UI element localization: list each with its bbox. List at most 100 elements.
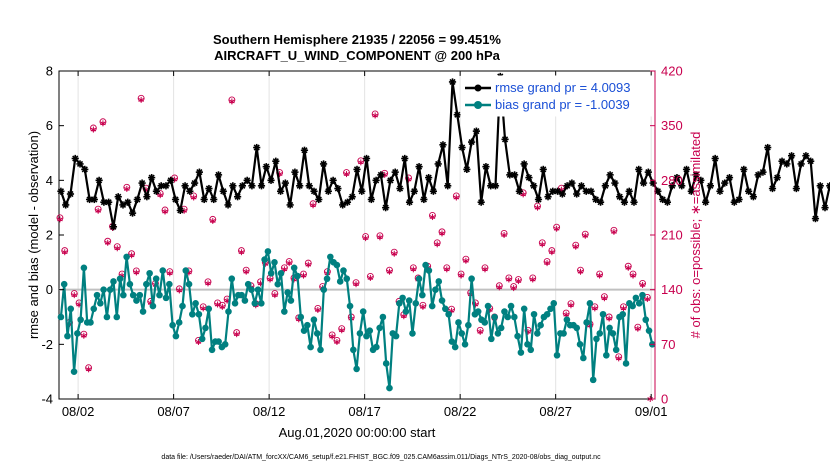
bias-point (599, 310, 607, 318)
rmse-point (401, 154, 409, 163)
bias-point (146, 269, 153, 277)
rmse-point (568, 179, 576, 187)
rmse-point (730, 198, 738, 206)
rmse-point (353, 165, 361, 173)
x-tick-label: 08/02 (62, 404, 95, 419)
bias-point (632, 294, 640, 302)
y-axis-left-label: rmse and bias (model - observation) (26, 131, 41, 339)
rmse-point (162, 182, 170, 190)
rmse-point (329, 176, 337, 184)
obs-assimilated-marker (80, 332, 87, 339)
obs-assimilated-marker (305, 261, 312, 268)
bias-point (336, 278, 344, 285)
rmse-point (128, 209, 137, 217)
rmse-point (81, 165, 89, 173)
rmse-point (663, 198, 672, 206)
rmse-point (367, 195, 375, 204)
obs-assimilated-marker (434, 241, 441, 248)
bias-point (484, 302, 492, 310)
bias-point (583, 319, 590, 326)
bias-point (313, 330, 321, 337)
obs-assimilated-marker (601, 295, 608, 302)
rmse-point (525, 174, 533, 182)
obs-assimilated-marker (310, 202, 316, 209)
bias-point (622, 360, 630, 367)
rmse-point (678, 182, 686, 190)
rmse-point (386, 176, 395, 184)
bias-point (494, 330, 502, 337)
rmse-point (783, 160, 791, 168)
bias-point (162, 294, 170, 302)
bias-point (77, 316, 84, 324)
bias-point (448, 338, 456, 345)
obs-assimilated-marker (300, 272, 307, 279)
obs-assimilated-marker (343, 171, 350, 178)
obs-assimilated-marker (463, 257, 469, 264)
y-right-tick-label: 420 (661, 64, 683, 79)
rmse-point (725, 174, 734, 182)
y-right-tick-label: 0 (661, 392, 668, 407)
obs-assimilated-marker (458, 272, 464, 279)
rmse-point (625, 187, 633, 195)
bias-point (606, 324, 613, 332)
rmse-point (334, 184, 342, 193)
y-right-tick-label: 140 (661, 282, 683, 297)
obs-assimilated-marker (233, 331, 240, 338)
bias-point (179, 302, 186, 310)
obs-assimilated-marker (400, 313, 407, 320)
bias-point (609, 330, 617, 337)
rmse-point (587, 187, 595, 195)
rmse-point (802, 152, 810, 160)
bias-point (586, 300, 594, 307)
rmse-point (596, 198, 605, 206)
obs-assimilated-marker (539, 241, 546, 248)
obs-assimilated-marker (501, 232, 507, 238)
bias-point (363, 332, 370, 340)
obs-assimilated-marker (429, 214, 436, 221)
bias-point (507, 302, 515, 310)
bias-point (603, 351, 610, 359)
legend-box (460, 75, 653, 117)
bias-point (64, 332, 71, 340)
rmse-point (439, 141, 447, 149)
rmse-point (668, 182, 676, 190)
bias-point (432, 286, 439, 293)
bias-point (248, 286, 255, 293)
rmse-point (191, 179, 199, 187)
bias-point (97, 300, 104, 307)
bias-point (152, 275, 160, 283)
bias-point (547, 305, 554, 313)
bias-point (215, 338, 222, 345)
chart-title-line1: Southern Hemisphere 21935 / 22056 = 99.4… (213, 32, 501, 47)
obs-assimilated-marker (634, 325, 641, 332)
legend-rmse-label: rmse grand pr = 4.0093 (495, 80, 631, 95)
rmse-point (702, 198, 710, 206)
bias-point (402, 308, 410, 315)
rmse-point (792, 184, 800, 193)
rmse-point (573, 190, 581, 198)
bias-point (386, 384, 393, 392)
rmse-point (807, 157, 815, 165)
rmse-point (253, 143, 261, 152)
obs-assimilated-marker (553, 225, 560, 232)
rmse-point (248, 182, 256, 190)
bias-point (198, 335, 206, 343)
rmse-point (453, 111, 461, 119)
bias-point (287, 297, 295, 304)
bias-point (497, 324, 505, 332)
bias-point (635, 300, 643, 307)
rmse-point (214, 171, 223, 179)
bias-point (425, 267, 433, 274)
bias-point (619, 310, 627, 318)
bias-point (461, 341, 469, 348)
bias-point (57, 313, 65, 321)
obs-assimilated-marker (209, 217, 216, 224)
rmse-point (148, 174, 156, 182)
bias-point (376, 324, 383, 332)
bias-point (629, 302, 636, 310)
bias-point (465, 321, 472, 329)
obs-assimilated-marker (100, 120, 106, 127)
y-left-tick-label: 0 (46, 282, 53, 297)
bias-point (438, 297, 446, 304)
y-left-tick-label: -4 (41, 392, 53, 407)
